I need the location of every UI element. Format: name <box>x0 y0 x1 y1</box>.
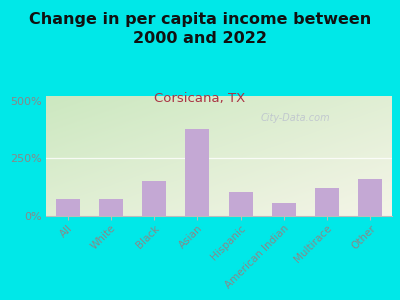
Bar <box>186 130 209 216</box>
Text: Change in per capita income between
2000 and 2022: Change in per capita income between 2000… <box>29 12 371 46</box>
Bar <box>315 188 339 216</box>
Bar <box>358 179 382 216</box>
Text: City-Data.com: City-Data.com <box>260 112 330 123</box>
Bar <box>56 199 80 216</box>
Text: Corsicana, TX: Corsicana, TX <box>154 92 246 104</box>
Bar <box>272 203 296 216</box>
Bar <box>142 182 166 216</box>
Bar <box>229 192 252 216</box>
Bar <box>99 199 123 216</box>
